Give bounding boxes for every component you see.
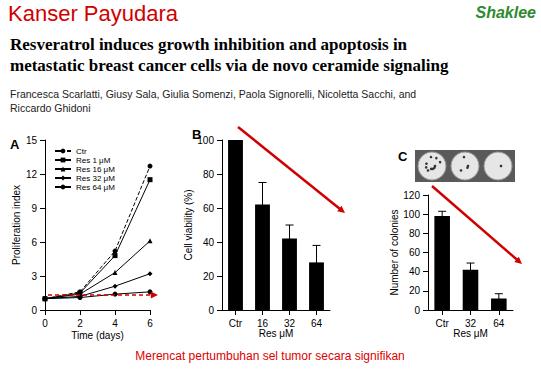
svg-text:Res 64 μM: Res 64 μM xyxy=(76,183,115,192)
svg-text:Francesca Scarlatti, Giusy Sal: Francesca Scarlatti, Giusy Sala, Giulia … xyxy=(10,88,416,100)
svg-text:60: 60 xyxy=(409,247,421,258)
svg-text:Res μM: Res μM xyxy=(259,328,294,339)
svg-text:40: 40 xyxy=(409,266,421,277)
svg-text:Res 16 μM: Res 16 μM xyxy=(76,165,115,174)
svg-text:100: 100 xyxy=(403,209,420,220)
svg-text:Proliferation index: Proliferation index xyxy=(11,185,22,265)
svg-text:Ctr: Ctr xyxy=(229,318,243,329)
svg-text:64: 64 xyxy=(311,318,323,329)
svg-text:4: 4 xyxy=(112,318,118,329)
svg-text:Riccardo Ghidoni: Riccardo Ghidoni xyxy=(10,102,91,114)
svg-text:15: 15 xyxy=(26,135,38,146)
svg-text:9: 9 xyxy=(31,203,37,214)
svg-text:Res 1 μM: Res 1 μM xyxy=(76,156,111,165)
svg-text:Shaklee: Shaklee xyxy=(476,4,537,21)
svg-text:6: 6 xyxy=(31,237,37,248)
svg-text:Ctr: Ctr xyxy=(435,318,449,329)
svg-text:120: 120 xyxy=(403,190,420,201)
svg-text:B: B xyxy=(192,127,201,142)
svg-text:Res μM: Res μM xyxy=(453,328,488,339)
svg-text:Ctr: Ctr xyxy=(76,147,87,156)
svg-text:Kanser Payudara: Kanser Payudara xyxy=(8,1,179,26)
svg-text:60: 60 xyxy=(203,203,215,214)
svg-text:Time (days): Time (days) xyxy=(71,330,123,341)
svg-text:20: 20 xyxy=(203,271,215,282)
svg-text:0: 0 xyxy=(414,305,420,316)
svg-text:Resveratrol induces growth inh: Resveratrol induces growth inhibition an… xyxy=(10,35,408,54)
svg-text:2: 2 xyxy=(77,318,83,329)
svg-text:64: 64 xyxy=(493,318,505,329)
svg-text:16: 16 xyxy=(257,318,269,329)
svg-text:0: 0 xyxy=(208,305,214,316)
svg-text:12: 12 xyxy=(26,169,38,180)
svg-text:C: C xyxy=(398,149,408,164)
svg-text:20: 20 xyxy=(409,285,421,296)
svg-text:Number of colonies: Number of colonies xyxy=(389,209,400,295)
svg-text:0: 0 xyxy=(31,305,37,316)
svg-text:6: 6 xyxy=(147,318,153,329)
svg-text:80: 80 xyxy=(203,169,215,180)
svg-text:0: 0 xyxy=(42,318,48,329)
svg-text:Merencat pertumbuhan sel tumor: Merencat pertumbuhan sel tumor secara si… xyxy=(135,349,404,363)
svg-text:A: A xyxy=(10,137,20,152)
svg-text:metastatic breast cancer cells: metastatic breast cancer cells via de no… xyxy=(10,56,449,75)
svg-text:Cell viability (%): Cell viability (%) xyxy=(183,189,194,260)
svg-text:Res 32 μM: Res 32 μM xyxy=(76,174,115,183)
svg-text:32: 32 xyxy=(284,318,296,329)
svg-text:32: 32 xyxy=(465,318,477,329)
svg-text:40: 40 xyxy=(203,237,215,248)
svg-text:100: 100 xyxy=(197,134,214,146)
svg-text:3: 3 xyxy=(31,271,37,282)
svg-text:80: 80 xyxy=(409,228,421,239)
